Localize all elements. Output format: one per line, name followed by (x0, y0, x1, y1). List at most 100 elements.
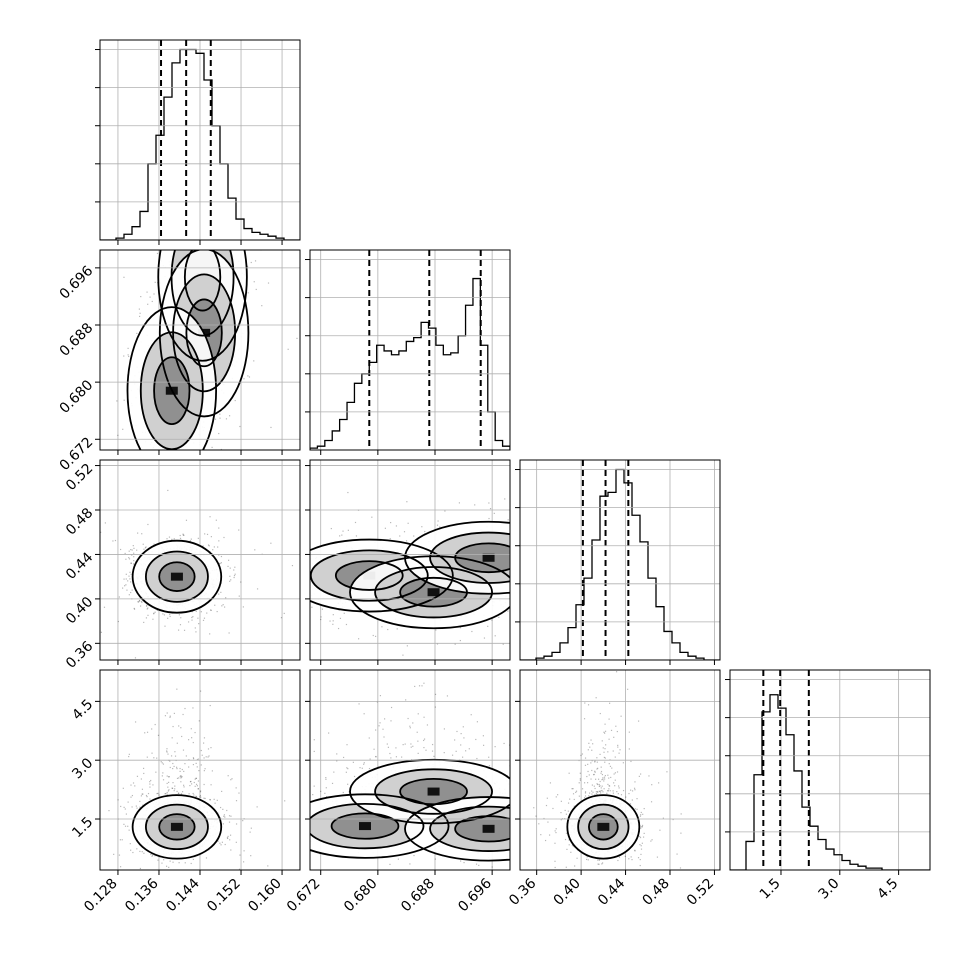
density-peak (597, 822, 610, 831)
panel-2-2 (515, 459, 721, 665)
x-tick-label: 0.48 (639, 876, 672, 909)
contour-middle (139, 331, 204, 450)
contour-inner (454, 542, 510, 574)
contour-inner (158, 813, 196, 841)
panel-frame (99, 669, 301, 871)
x-tick-label: 0.128 (81, 876, 121, 916)
x-tick-label: 3.0 (816, 876, 843, 903)
density-peak (359, 822, 371, 831)
y-tick-label: 0.44 (63, 549, 96, 582)
panel-content (100, 489, 294, 659)
panel-content (116, 250, 298, 450)
x-tick-label: 0.160 (245, 876, 285, 916)
contour-outer (404, 796, 510, 862)
panel-content (310, 682, 510, 868)
y-tick-label: 0.40 (63, 594, 96, 627)
x-tick-label: 0.36 (506, 875, 539, 908)
contour-outer (404, 520, 510, 595)
x-tick-label: 0.40 (551, 876, 584, 909)
panel-2-0: 0.360.400.440.480.52 (63, 459, 301, 672)
histogram-p2 (520, 468, 720, 660)
panel-2-1 (305, 459, 511, 665)
density-peak (170, 822, 183, 831)
contour-inner (454, 815, 510, 843)
contour-middle (429, 805, 510, 852)
panel-content (520, 460, 720, 660)
contour-outer (349, 555, 510, 630)
panel-frame (99, 249, 301, 451)
contour-middle (429, 531, 510, 584)
x-tick-label: 0.672 (284, 876, 324, 916)
y-tick-label: 4.5 (69, 696, 96, 723)
contour-outer (310, 538, 454, 613)
y-tick-label: 0.48 (63, 505, 96, 538)
contour-inner (183, 250, 222, 312)
x-tick-label: 0.52 (684, 876, 717, 909)
contour-outer (158, 250, 250, 418)
x-tick-label: 1.5 (757, 876, 784, 903)
panel-3-0: 0.128 0.136 0.144 0.152 0.160 1.5 3.0 4.5 (69, 669, 301, 916)
x-tick-label: 0.152 (204, 876, 244, 916)
scatter-points (108, 688, 286, 870)
y-tick-label: 1.5 (69, 814, 96, 841)
panel-frame (309, 249, 511, 451)
contour-inner (158, 561, 196, 592)
panel-3-2: 0.36 0.40 0.44 0.48 0.52 (506, 669, 721, 909)
contour-inner (330, 812, 400, 840)
contour-inner (185, 298, 223, 368)
density-peak (482, 824, 495, 833)
histogram-p1 (310, 277, 510, 450)
panel-frame (729, 669, 931, 871)
y-tick-label: 3.0 (69, 755, 96, 782)
density (310, 521, 510, 629)
contour-outer (310, 793, 450, 859)
contour-middle (145, 550, 209, 603)
density-peak (427, 787, 440, 796)
panel-3-1: 0.672 0.680 0.688 0.696 (284, 669, 511, 916)
contour-outer (131, 539, 223, 614)
contour-middle (310, 802, 425, 850)
panel-1-1 (305, 249, 511, 455)
panel-0-0 (95, 39, 301, 245)
panel-content (533, 671, 682, 869)
contour-outer (566, 794, 641, 860)
density-peak (482, 553, 495, 562)
density-peak (427, 588, 440, 597)
y-tick-label: 0.696 (57, 263, 97, 303)
panel-frame (519, 669, 721, 871)
y-tick-label: 0.688 (57, 320, 97, 360)
contour-outer (126, 306, 217, 450)
panel-frame (309, 459, 511, 661)
contour-inner (334, 560, 404, 591)
x-tick-label: 4.5 (874, 876, 901, 903)
panel-content (730, 670, 930, 870)
panel-frame (99, 39, 301, 241)
x-tick-label: 0.136 (122, 875, 162, 915)
contour-outer (131, 794, 223, 860)
contour-middle (577, 803, 630, 850)
x-tick-label: 0.696 (455, 875, 495, 915)
panel-content (108, 688, 286, 870)
x-tick-label: 0.680 (341, 876, 381, 916)
panel-content (100, 40, 300, 240)
contour-inner (588, 813, 619, 841)
x-tick-label: 0.688 (398, 876, 438, 916)
density (127, 250, 249, 450)
panel-frame (309, 669, 511, 871)
histogram-p0 (100, 48, 300, 240)
x-tick-label: 0.44 (595, 875, 628, 908)
contour-outer (157, 250, 248, 362)
panel-frame (519, 459, 721, 661)
y-tick-label: 0.680 (57, 377, 97, 417)
contour-inner (153, 356, 191, 426)
panel-3-3: 1.5 3.0 4.5 (725, 669, 931, 903)
contour-middle (310, 549, 429, 602)
histogram-p3 (730, 694, 930, 870)
panel-content (310, 491, 510, 656)
panel-content (310, 250, 510, 450)
contour-middle (145, 803, 209, 850)
panel-frame (99, 459, 301, 661)
contour-middle (374, 768, 493, 815)
x-tick-label: 0.144 (163, 875, 203, 915)
